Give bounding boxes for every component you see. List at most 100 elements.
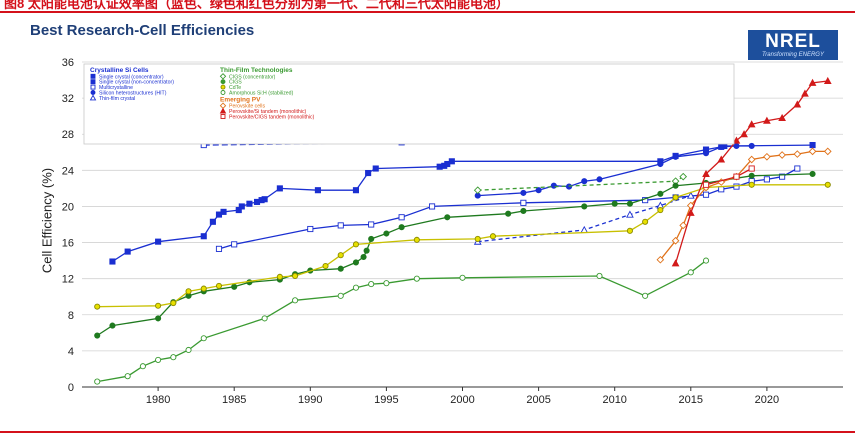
data-point-perovskite-si-tandem-monolithic-4	[732, 136, 741, 144]
data-point-single-crystal-non-concentrator-21	[448, 158, 455, 165]
nrel-logo-text: NREL	[765, 31, 821, 52]
data-point-silicon-heterostructures-hit-1	[520, 189, 527, 196]
data-point-perovskite-cells-1	[671, 236, 680, 245]
data-point-single-crystal-non-concentrator-15	[352, 187, 360, 194]
data-point-cigs-17	[398, 224, 405, 231]
data-point-perovskite-cells-11	[808, 147, 817, 156]
data-point-cigs-21	[581, 203, 588, 210]
data-point-cigs-24	[657, 190, 664, 197]
data-point-multicrystalline-5	[398, 214, 405, 221]
y-tick-label-0: 0	[68, 382, 74, 394]
data-point-cdte-4	[200, 285, 207, 292]
data-point-thin-film-crystal-4	[686, 191, 695, 199]
figure-caption: 图8 太阳能电池认证效率图（蓝色、绿色和红色分别为第一代、二代和三代太阳能电池）	[4, 0, 509, 11]
data-point-silicon-heterostructures-hit-9	[702, 150, 710, 157]
legend-label-perovskite-cells: Perovskite cells	[229, 104, 265, 110]
data-point-multicrystalline-14	[763, 176, 770, 183]
data-point-perovskite-si-tandem-monolithic-1	[686, 208, 695, 216]
data-point-perovskite-si-tandem-monolithic-6	[747, 120, 756, 128]
data-point-multicrystalline-2	[307, 225, 314, 233]
series-perovskite-si-tandem-monolithic	[671, 76, 832, 267]
data-point-cdte-17	[672, 194, 679, 201]
data-point-thin-film-crystal-2	[626, 210, 634, 218]
data-point-single-crystal-non-concentrator-27	[809, 142, 816, 149]
data-point-cigs-23	[626, 200, 633, 207]
legend-marker-cdte	[220, 84, 226, 90]
data-point-cigs-20	[520, 207, 527, 215]
legend-label-thin-film-crystal: Thin-film crystal	[99, 96, 135, 102]
series-line-silicon-heterostructures-hit	[477, 145, 752, 197]
series-line-single-crystal-non-concentrator	[112, 144, 813, 263]
data-point-cdte-14	[626, 227, 633, 234]
legend-label-multicrystalline: Multicrystalline	[99, 85, 133, 91]
legend-group-title-emerging-pv: Emerging PV	[220, 96, 261, 103]
y-tick-label-12: 12	[62, 274, 74, 286]
data-point-perovskite-si-tandem-monolithic-0	[671, 259, 680, 267]
nrel-logo: NREL Transforming ENERGY	[748, 30, 838, 60]
data-point-perovskite-cigs-tandem-monolithic-0	[702, 181, 710, 188]
x-tick-label-1980: 1980	[146, 394, 170, 406]
data-point-amorphous-si-h-stabilized-16	[642, 292, 649, 299]
x-tick-label-1995: 1995	[374, 394, 398, 406]
data-point-single-crystal-non-concentrator-2	[155, 238, 162, 245]
y-tick-label-24: 24	[62, 165, 74, 177]
x-tick-label-2015: 2015	[679, 394, 703, 406]
data-point-silicon-heterostructures-hit-10	[718, 143, 725, 150]
x-tick-label-2005: 2005	[526, 394, 550, 406]
data-point-perovskite-si-tandem-monolithic-8	[778, 113, 786, 122]
data-point-silicon-heterostructures-hit-11	[733, 142, 740, 150]
legend-group-title-thin-film-technologies: Thin-Film Technologies	[220, 67, 293, 74]
data-point-multicrystalline-11	[718, 186, 725, 193]
data-point-amorphous-si-h-stabilized-11	[368, 281, 375, 288]
data-point-cdte-1	[155, 302, 162, 309]
data-point-silicon-heterostructures-hit-3	[550, 182, 557, 189]
data-point-amorphous-si-h-stabilized-8	[292, 297, 299, 304]
series-line-cigs	[96, 173, 813, 337]
legend-label-silicon-heterostructures-hit: Silicon heterostructures (HIT)	[99, 91, 167, 97]
data-point-amorphous-si-h-stabilized-7	[261, 315, 268, 322]
x-tick-label-1990: 1990	[298, 394, 322, 406]
data-point-cigs-concentrator-0	[473, 186, 482, 195]
data-point-cigs-18	[444, 214, 451, 221]
data-point-single-crystal-non-concentrator-0	[109, 258, 116, 265]
data-point-amorphous-si-h-stabilized-3	[155, 356, 162, 363]
data-point-single-crystal-non-concentrator-12	[261, 196, 268, 203]
series-cigs	[94, 170, 816, 339]
footer-divider	[0, 431, 855, 433]
data-point-perovskite-cigs-tandem-monolithic-2	[748, 165, 755, 172]
y-tick-label-16: 16	[62, 238, 74, 250]
data-point-single-crystal-non-concentrator-1	[124, 248, 131, 255]
y-tick-label-4: 4	[68, 346, 74, 358]
data-point-perovskite-si-tandem-monolithic-5	[740, 130, 748, 138]
data-point-cdte-5	[215, 282, 223, 289]
data-point-amorphous-si-h-stabilized-14	[459, 274, 466, 281]
data-point-perovskite-cells-10	[793, 150, 802, 158]
chart-title: Best Research-Cell Efficiencies	[30, 22, 255, 39]
data-point-amorphous-si-h-stabilized-9	[337, 292, 344, 299]
data-point-cigs-1	[109, 322, 116, 329]
x-tick-label-2010: 2010	[602, 394, 626, 406]
series-multicrystalline	[215, 165, 801, 252]
legend-label-perovskite-si-tandem-monolithic: Perovskite/Si tandem (monolithic)	[229, 109, 307, 115]
data-point-single-crystal-non-concentrator-17	[372, 165, 379, 172]
y-tick-label-36: 36	[62, 57, 74, 69]
data-point-amorphous-si-h-stabilized-1	[124, 373, 131, 380]
data-point-multicrystalline-1	[231, 241, 238, 248]
data-point-amorphous-si-h-stabilized-13	[413, 275, 420, 282]
x-tick-label-1985: 1985	[222, 394, 246, 406]
series-cdte	[94, 181, 831, 310]
data-point-cigs-12	[352, 259, 360, 266]
data-point-amorphous-si-h-stabilized-4	[170, 354, 177, 361]
legend-label-cigs-concentrator: CIGS (concentrator)	[229, 74, 276, 80]
data-point-perovskite-cells-9	[778, 151, 786, 159]
series-perovskite-cells	[656, 147, 832, 264]
series-line-cigs-concentrator	[477, 176, 684, 191]
series-single-crystal-non-concentrator	[109, 142, 816, 265]
series-cigs-concentrator	[473, 172, 688, 195]
legend-label-single-crystal-concentrator: Single crystal (concentrator)	[99, 74, 164, 80]
y-tick-label-20: 20	[62, 201, 74, 213]
legend-label-cdte: CdTe	[229, 85, 241, 91]
data-point-cigs-16	[383, 230, 390, 237]
data-point-cdte-2	[170, 299, 177, 307]
